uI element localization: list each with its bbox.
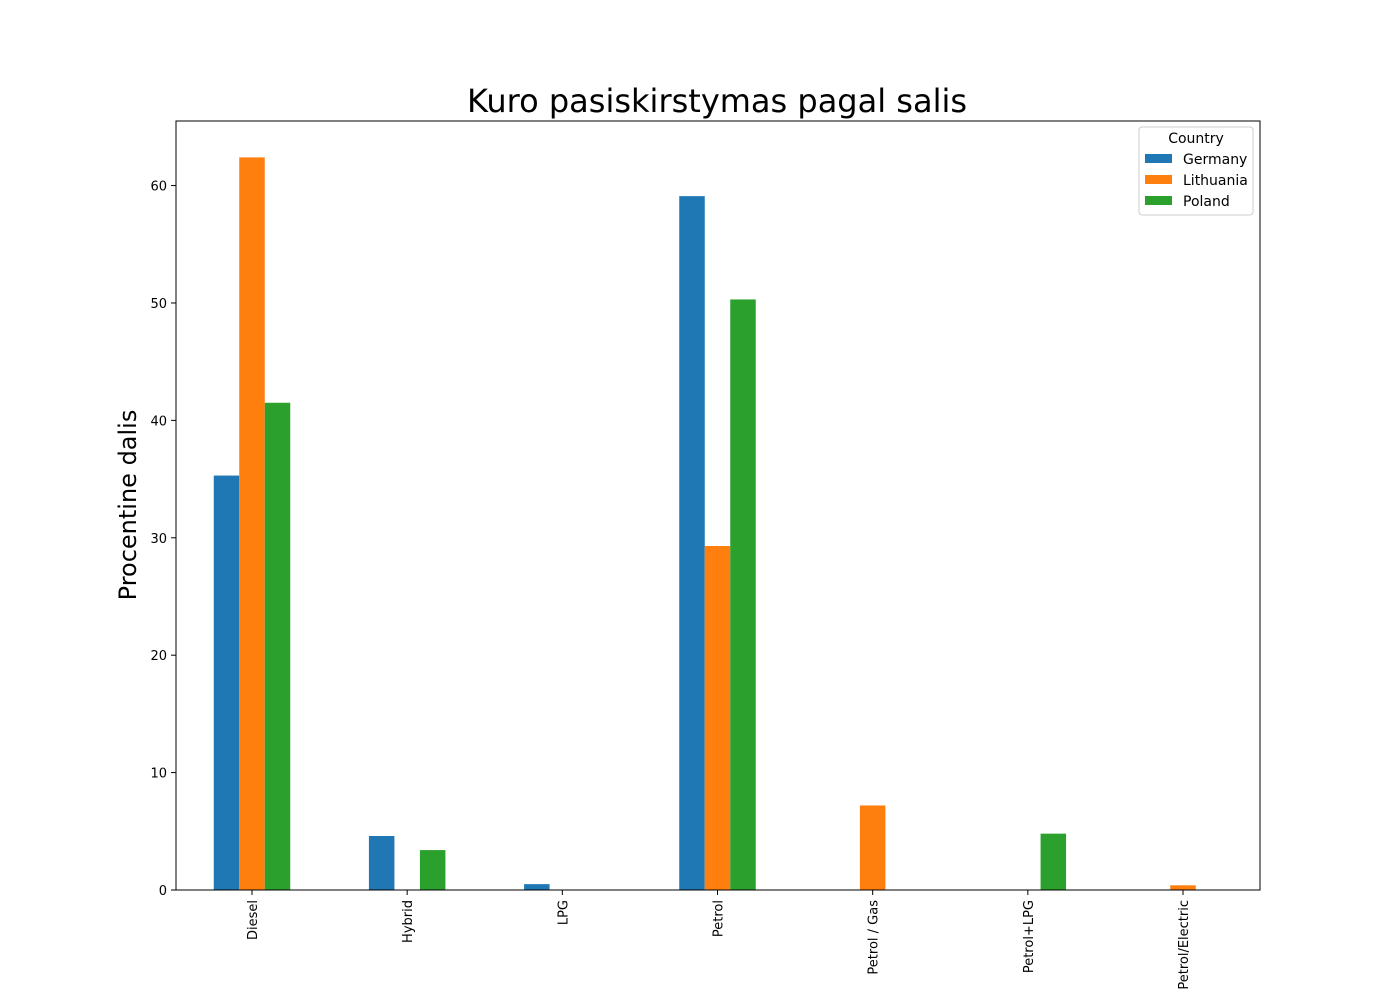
x-tick-label: Petrol / Gas — [867, 900, 882, 975]
legend-label-germany: Germany — [1183, 152, 1247, 168]
legend-swatch-lithuania — [1145, 175, 1172, 184]
legend-swatch-germany — [1145, 154, 1172, 163]
bar-poland-0 — [264, 402, 291, 890]
legend-swatch-poland — [1145, 196, 1172, 205]
bar-poland-1 — [419, 850, 446, 890]
bar-lithuania-4 — [859, 805, 886, 890]
y-tick-label: 50 — [150, 297, 167, 312]
legend-items: Germany Lithuania Poland — [1145, 152, 1248, 210]
y-tick-label: 20 — [150, 649, 167, 664]
bar-germany-1 — [368, 835, 395, 890]
legend-box — [1138, 126, 1254, 216]
legend: Country Germany Lithuania Poland — [1138, 126, 1254, 216]
y-axis-label: Procentine dalis — [114, 410, 142, 601]
y-tick-label: 10 — [150, 767, 167, 782]
bar-lithuania-0 — [239, 157, 265, 890]
x-axis: Diesel Hybrid LPG Petrol Petrol / Gas Petrol+… — [246, 890, 1192, 990]
bar-lithuania-6 — [1170, 885, 1196, 890]
y-tick-label: 60 — [150, 180, 167, 195]
legend-label-poland: Poland — [1183, 194, 1230, 210]
y-tick-label: 40 — [150, 414, 167, 429]
x-tick-label: Diesel — [246, 900, 261, 940]
chart-title: Kuro pasiskirstymas pagal salis — [467, 82, 967, 120]
x-tick-label: Petrol/Electric — [1177, 900, 1192, 990]
y-tick-label: 30 — [150, 532, 167, 547]
legend-title: Country — [1168, 131, 1224, 147]
bar-germany-2 — [524, 884, 550, 890]
legend-label-lithuania: Lithuania — [1183, 173, 1248, 189]
bar-poland-3 — [730, 299, 756, 890]
x-tick-label: Petrol+LPG — [1022, 900, 1037, 973]
bar-germany-0 — [213, 475, 240, 890]
plot-frame — [175, 120, 1261, 891]
y-axis: 0 10 20 30 40 50 60 — [150, 180, 176, 899]
bar-germany-3 — [679, 196, 705, 890]
y-tick-label: 0 — [159, 884, 167, 899]
x-tick-label: Hybrid — [401, 900, 416, 943]
bars-group — [213, 157, 1196, 890]
bar-poland-5 — [1040, 833, 1067, 890]
bar-lithuania-3 — [704, 546, 731, 890]
x-tick-label: Petrol — [712, 900, 727, 937]
x-tick-label: LPG — [556, 900, 571, 925]
